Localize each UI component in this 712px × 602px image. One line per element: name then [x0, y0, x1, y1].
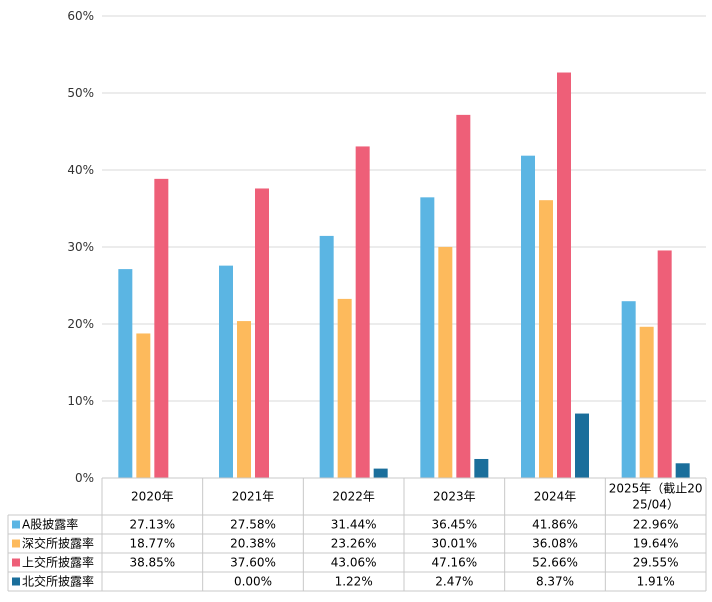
bar: [539, 200, 553, 478]
bar: [420, 197, 435, 478]
y-tick-label: 10%: [67, 394, 94, 408]
bar: [557, 72, 571, 478]
bar: [154, 178, 169, 479]
data-label: 41.86%: [532, 518, 578, 532]
bar: [319, 235, 334, 478]
data-label: 27.58%: [230, 518, 276, 532]
y-tick-label: 0%: [75, 471, 94, 485]
bar: [456, 114, 471, 479]
bar: [575, 413, 589, 478]
data-label: 22.96%: [633, 518, 679, 532]
data-label: 37.60%: [230, 556, 276, 570]
bar: [675, 463, 690, 478]
bar: [136, 333, 151, 478]
data-label: 23.26%: [331, 537, 377, 551]
y-tick-label: 60%: [67, 9, 94, 23]
legend-key: [12, 577, 20, 586]
category-label: 2024年: [534, 490, 577, 504]
data-label: 1.22%: [335, 575, 373, 589]
category-label: 2025年（截止20: [609, 482, 703, 496]
bar: [237, 321, 251, 478]
legend-key: [12, 539, 20, 548]
data-label: 8.37%: [536, 575, 574, 589]
data-label: 31.44%: [331, 518, 377, 532]
legend-label: 北交所披露率: [22, 574, 94, 589]
data-label: 2.47%: [435, 575, 473, 589]
legend-key: [12, 558, 20, 567]
data-label: 36.08%: [532, 537, 578, 551]
category-label: 2020年: [131, 490, 174, 504]
legend-label: 深交所披露率: [22, 536, 94, 551]
data-label: 38.85%: [129, 556, 175, 570]
bar: [118, 269, 133, 478]
y-tick-label: 30%: [67, 240, 94, 254]
data-label: 43.06%: [331, 556, 377, 570]
bar: [219, 265, 233, 478]
y-tick-label: 40%: [67, 163, 94, 177]
data-label: 1.91%: [637, 575, 675, 589]
y-tick-label: 50%: [67, 86, 94, 100]
category-label: 2022年: [332, 490, 375, 504]
legend-key: [12, 520, 20, 529]
bar: [639, 326, 654, 478]
data-label: 18.77%: [129, 537, 175, 551]
data-label: 0.00%: [234, 575, 272, 589]
data-label: 27.13%: [129, 518, 175, 532]
legend-label: A股披露率: [22, 517, 78, 532]
data-label: 36.45%: [431, 518, 477, 532]
bar: [255, 188, 269, 479]
bar: [621, 301, 636, 478]
bar: [355, 146, 370, 479]
bar: [337, 298, 352, 478]
category-label: 2021年: [232, 490, 275, 504]
data-label: 52.66%: [532, 556, 578, 570]
category-label: 2023年: [433, 490, 476, 504]
data-label: 20.38%: [230, 537, 276, 551]
bar: [521, 155, 535, 479]
data-label: 19.64%: [633, 537, 679, 551]
category-label: 25/04）: [632, 498, 679, 512]
legend-label: 上交所披露率: [22, 555, 94, 570]
bar: [438, 246, 453, 478]
data-label: 30.01%: [431, 537, 477, 551]
bar: [474, 458, 489, 478]
y-tick-label: 20%: [67, 317, 94, 331]
bar: [373, 468, 388, 478]
data-label: 47.16%: [431, 556, 477, 570]
bar: [657, 250, 672, 478]
data-label: 29.55%: [633, 556, 679, 570]
